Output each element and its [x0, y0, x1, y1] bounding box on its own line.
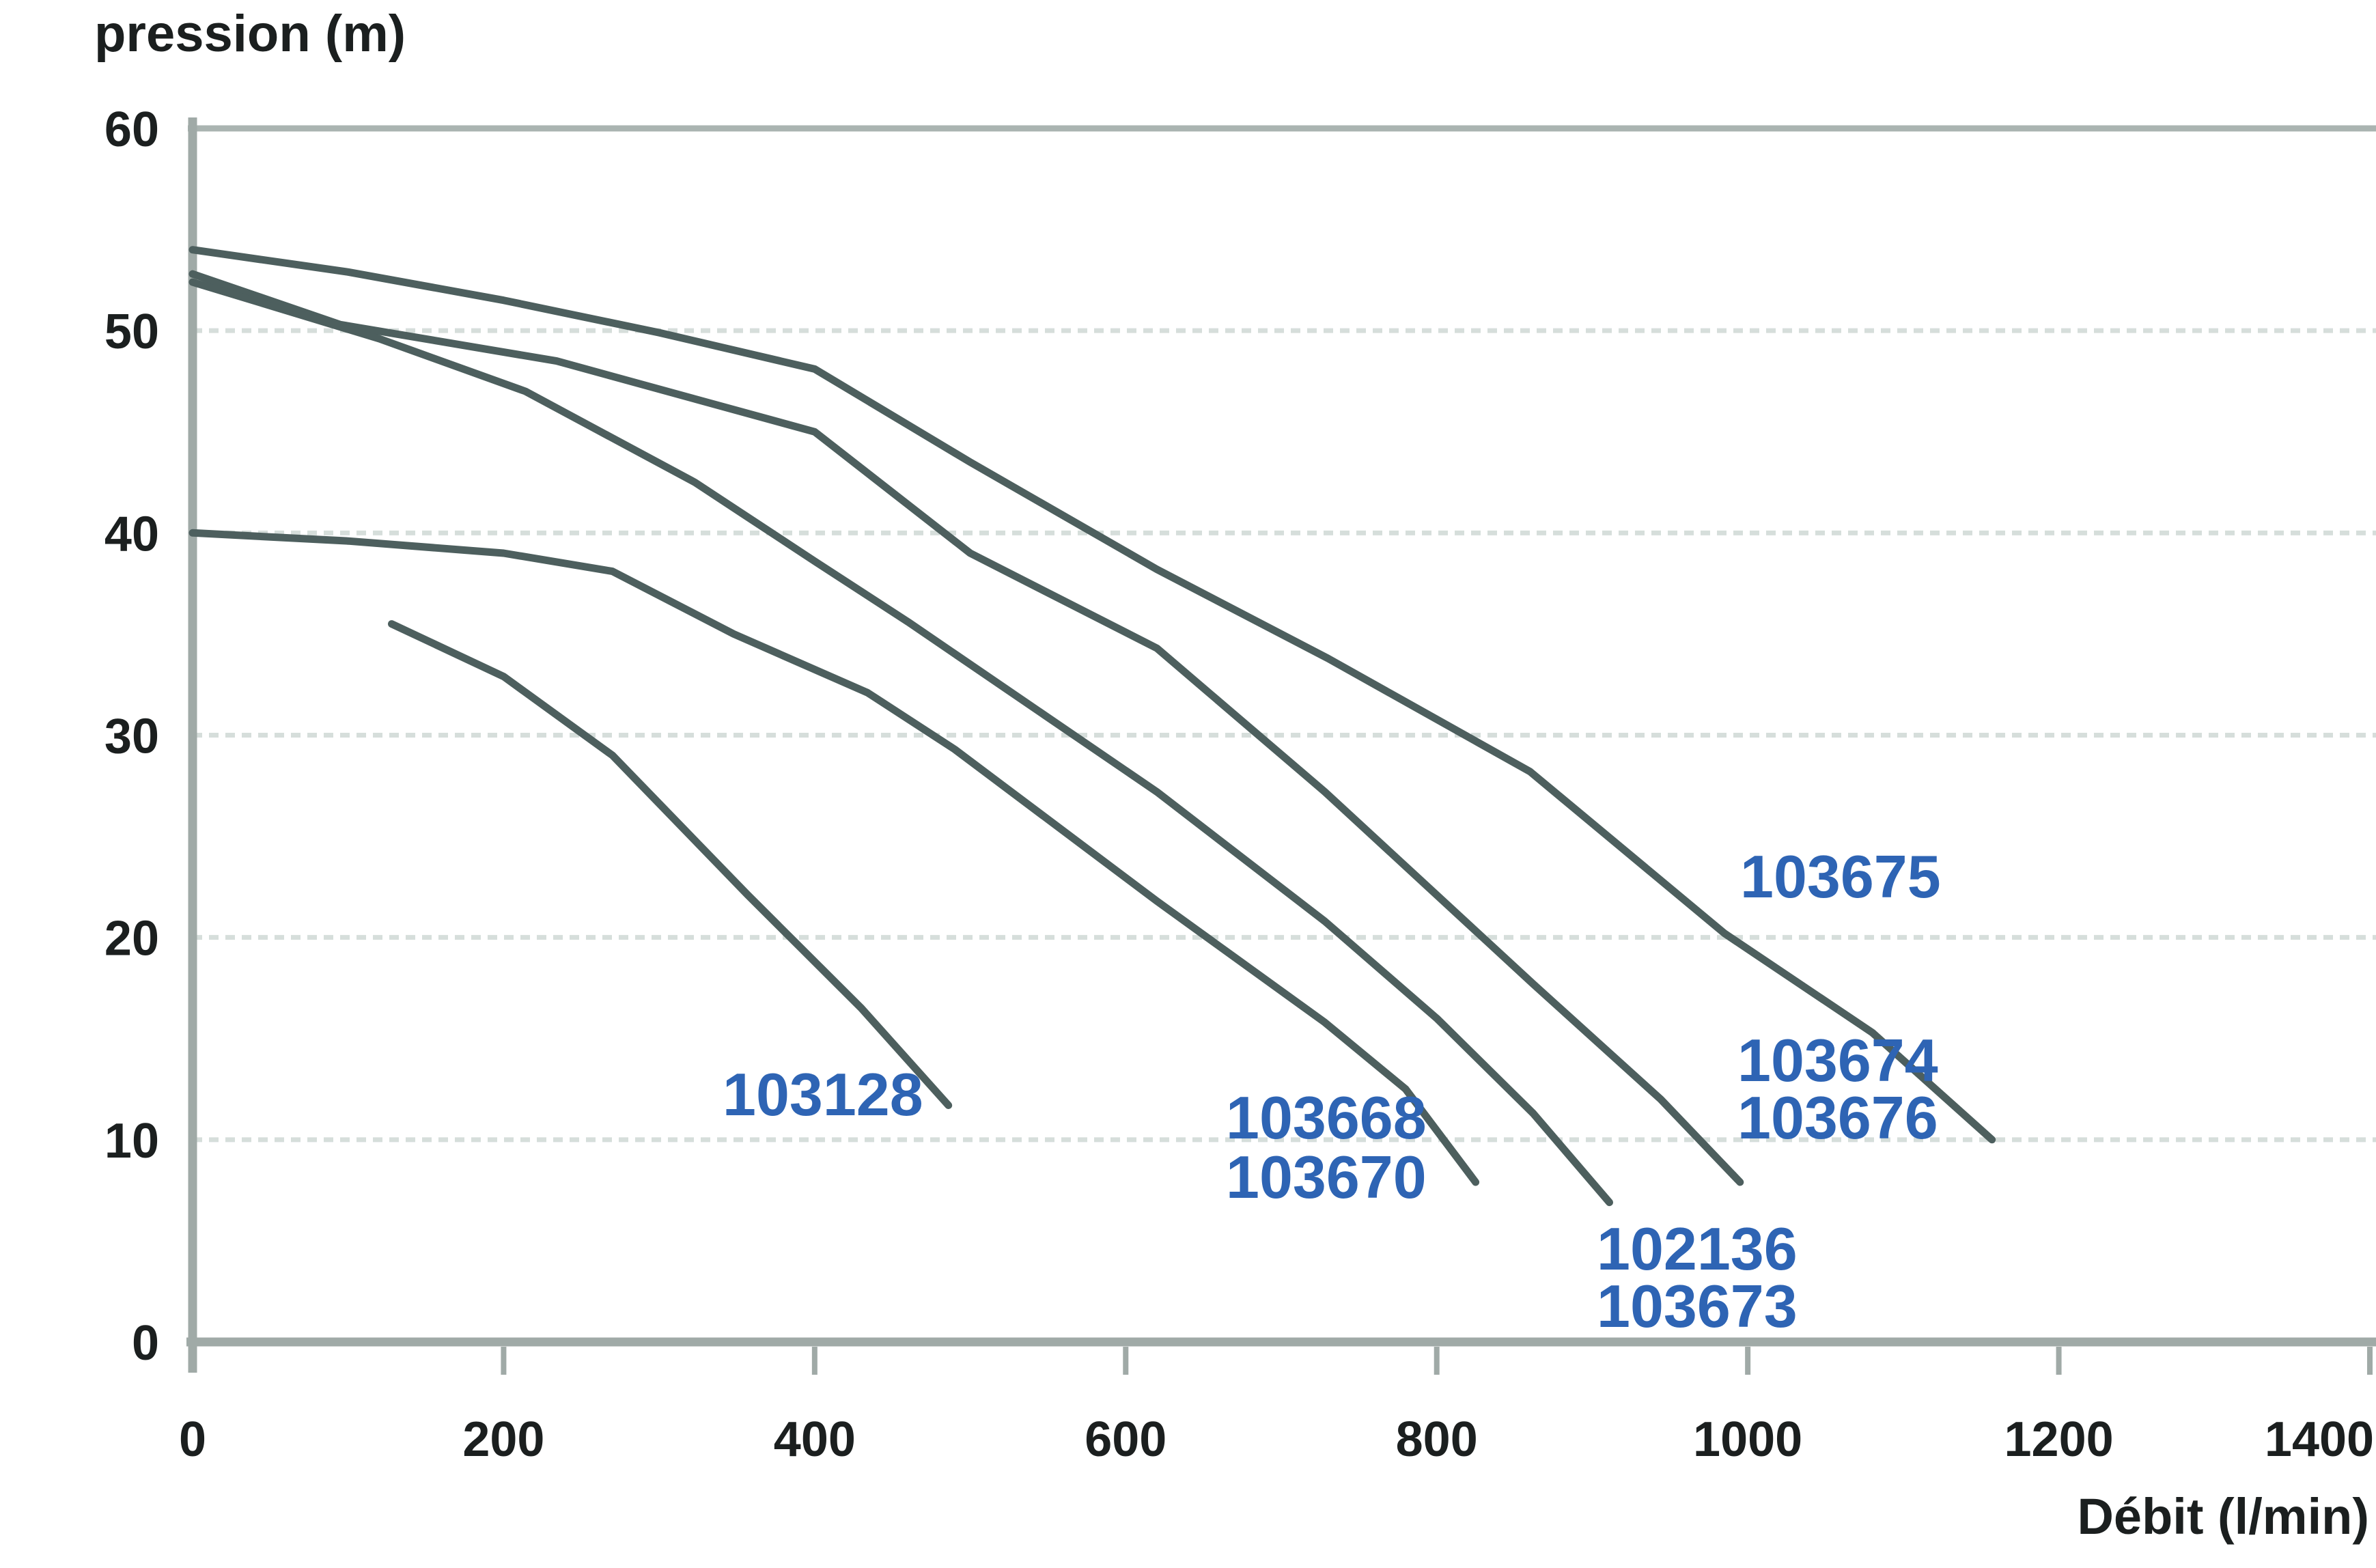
- curve-102136-103673: [188, 278, 1613, 1207]
- x-tick-label: 1200: [2004, 1412, 2113, 1467]
- curve-label: 103674: [1737, 1026, 1938, 1094]
- curve-103128: [388, 620, 953, 1109]
- curve-103674-103676: [188, 270, 1744, 1186]
- x-tick-label: 800: [1396, 1412, 1478, 1467]
- curve-label: 103670: [1226, 1143, 1427, 1211]
- x-tick-label: 600: [1085, 1412, 1166, 1467]
- y-tick-label: 60: [104, 102, 159, 157]
- y-axis-title: pression (m): [94, 5, 406, 63]
- curve-label: 103668: [1226, 1084, 1427, 1151]
- curve-label: 103675: [1740, 843, 1941, 910]
- x-tick-label: 400: [774, 1412, 856, 1467]
- curve-label: 103676: [1737, 1084, 1938, 1151]
- curve-label: 103673: [1597, 1272, 1798, 1340]
- curve-label: 102136: [1597, 1215, 1798, 1283]
- curve-103668-103670: [188, 529, 1480, 1186]
- x-tick-label: 1000: [1693, 1412, 1802, 1467]
- y-tick-label: 0: [132, 1316, 159, 1371]
- x-tick-label: 0: [179, 1412, 206, 1467]
- y-tick-label: 50: [104, 305, 159, 359]
- curve-103675: [188, 246, 1996, 1144]
- x-tick-label: 1400: [2265, 1412, 2374, 1467]
- y-tick-label: 20: [104, 912, 159, 966]
- y-tick-label: 10: [104, 1114, 159, 1168]
- x-axis-title: Débit (l/min): [2077, 1488, 2369, 1545]
- y-tick-label: 40: [104, 507, 159, 561]
- curve-label: 103128: [723, 1061, 923, 1128]
- y-tick-label: 30: [104, 710, 159, 764]
- x-tick-label: 200: [462, 1412, 544, 1467]
